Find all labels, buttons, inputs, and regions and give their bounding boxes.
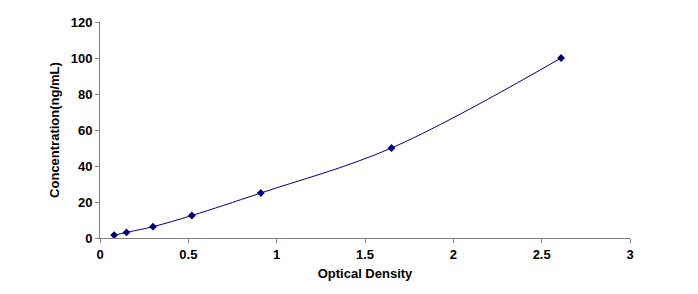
svg-text:60: 60 xyxy=(78,123,92,138)
svg-text:100: 100 xyxy=(71,51,93,66)
svg-text:120: 120 xyxy=(71,15,93,30)
svg-text:1.5: 1.5 xyxy=(356,247,374,262)
svg-text:0.5: 0.5 xyxy=(179,247,197,262)
svg-text:Optical Density: Optical Density xyxy=(318,266,413,281)
svg-text:80: 80 xyxy=(78,87,92,102)
svg-text:3: 3 xyxy=(626,247,633,262)
svg-text:20: 20 xyxy=(78,195,92,210)
svg-text:0: 0 xyxy=(85,231,92,246)
svg-text:1: 1 xyxy=(273,247,280,262)
svg-text:Concentration(ng/mL): Concentration(ng/mL) xyxy=(47,62,62,198)
svg-text:2: 2 xyxy=(450,247,457,262)
svg-text:2.5: 2.5 xyxy=(533,247,551,262)
svg-text:40: 40 xyxy=(78,159,92,174)
svg-text:0: 0 xyxy=(96,247,103,262)
